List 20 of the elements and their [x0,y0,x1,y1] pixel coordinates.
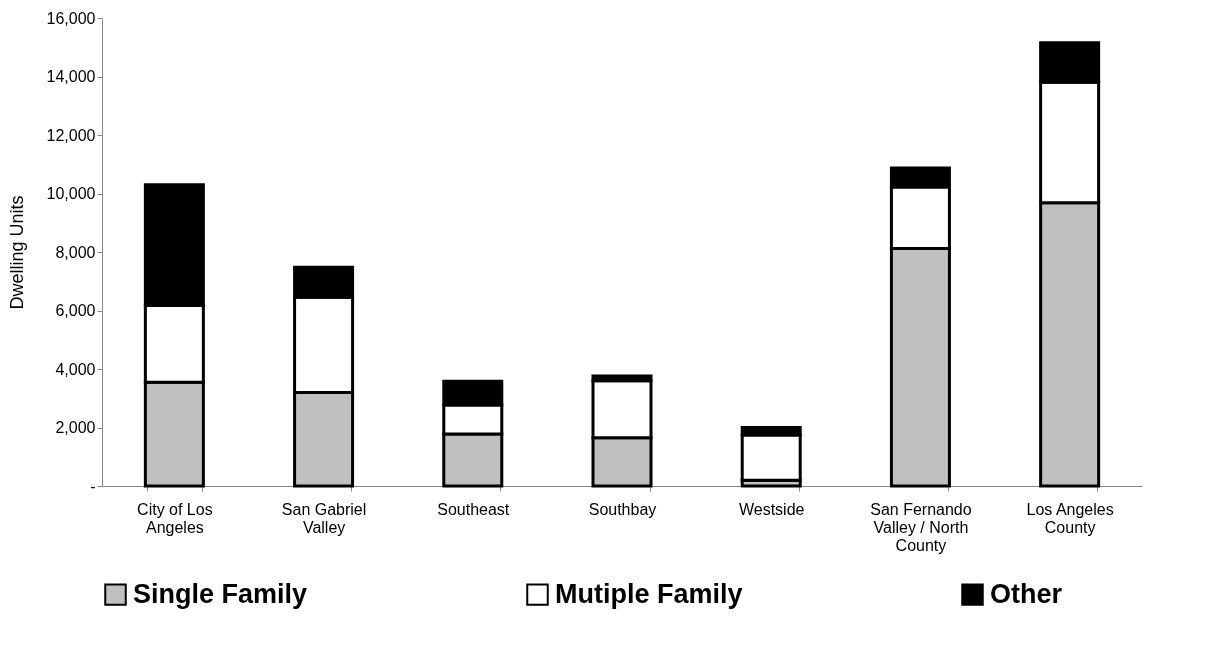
y-tick-label: 10,000 [46,185,96,202]
x-tick-label: San Gabriel Valley [281,500,367,536]
y-tick-label: 14,000 [46,68,96,85]
y-tick-label: 4,000 [55,360,96,378]
y-axis-title: Dwelling Units [6,195,27,310]
x-tick-label: San Fernando Valley / North County [870,500,972,554]
y-tick-label: - [90,477,96,495]
y-tick-label: 2,000 [55,419,96,436]
x-tick-label: Southeast [437,500,510,518]
y-tick-label: 12,000 [46,126,96,144]
x-tick-label: City of Los Angeles [137,500,213,536]
y-tick-label: 6,000 [55,302,96,319]
legend-label: Mutiple Family [555,578,743,609]
y-tick-label: 16,000 [46,9,96,27]
legend-label: Other [990,578,1063,609]
x-tick-label: Southbay [588,500,657,518]
y-tick-label: 8,000 [55,243,96,261]
legend-label: Single Family [133,578,308,609]
x-tick-label: Westside [738,500,805,518]
x-tick-label: Los Angeles County [1026,500,1114,536]
